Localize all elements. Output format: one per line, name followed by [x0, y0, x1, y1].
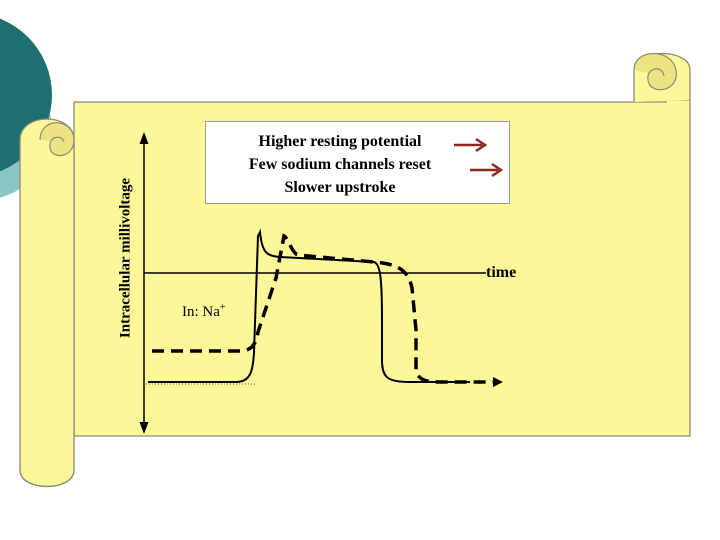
curve-modified [152, 233, 494, 384]
scroll-roll-bottom [19, 469, 75, 488]
ion-label: In: Na+ [182, 302, 226, 321]
callout-line-sodium-channels: Few sodium channels reset [248, 156, 432, 173]
scroll-curl-inner-left [39, 122, 75, 157]
ion-charge: + [219, 302, 226, 313]
y-axis-arrowhead-top [139, 132, 149, 144]
scroll-roll-left [19, 118, 75, 488]
callout-line-upstroke: Slower upstroke [284, 179, 396, 196]
arrow-right-icon [470, 162, 504, 178]
scroll-curl-inner-top [633, 52, 677, 91]
y-axis-arrowhead-bottom [139, 422, 149, 434]
curve-modified-arrowhead [493, 377, 503, 387]
callout-line-resting-potential: Higher resting potential [258, 133, 422, 150]
callout-box: Higher resting potential Few sodium chan… [205, 121, 510, 204]
arrow-right-icon [454, 137, 488, 153]
time-axis-label: time [486, 264, 517, 281]
ion-label-text: In: Na [182, 304, 220, 320]
y-axis-label: Intracellular millivoltage [117, 177, 134, 339]
